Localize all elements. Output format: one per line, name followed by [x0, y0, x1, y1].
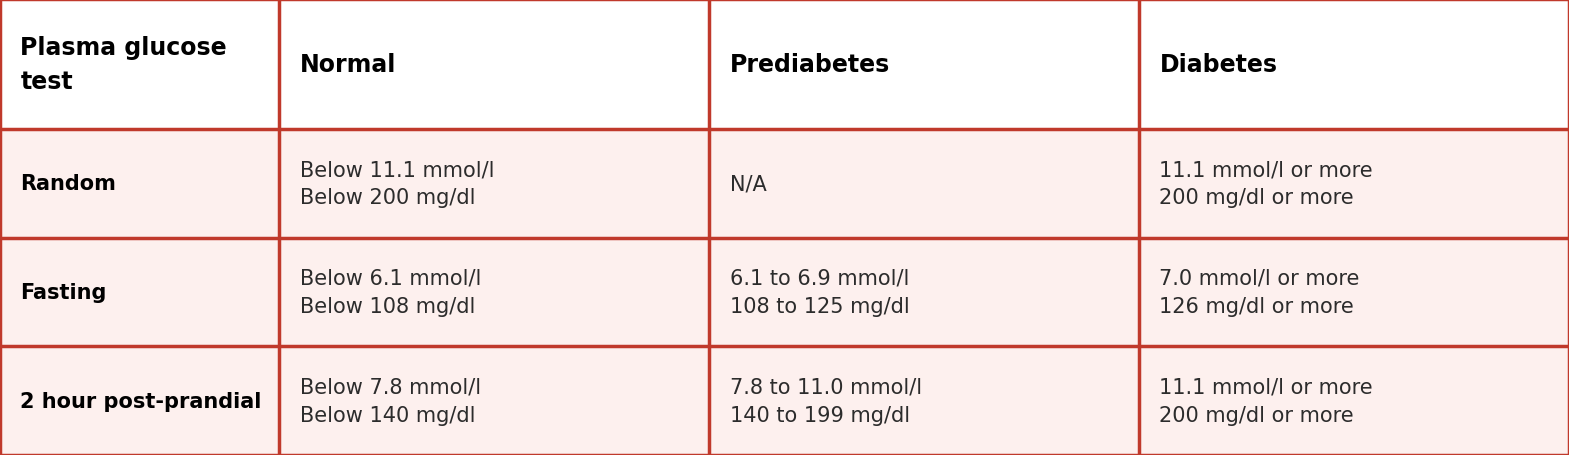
Bar — [279, 347, 709, 455]
Text: 7.0 mmol/l or more
126 mg/dl or more: 7.0 mmol/l or more 126 mg/dl or more — [1159, 268, 1360, 316]
Text: Normal: Normal — [300, 53, 395, 77]
Text: 6.1 to 6.9 mmol/l
108 to 125 mg/dl: 6.1 to 6.9 mmol/l 108 to 125 mg/dl — [730, 268, 910, 316]
Bar — [709, 0, 1139, 130]
Bar — [1139, 238, 1569, 347]
Bar — [0, 238, 279, 347]
Text: Below 11.1 mmol/l
Below 200 mg/dl: Below 11.1 mmol/l Below 200 mg/dl — [300, 160, 494, 208]
Bar — [0, 130, 279, 238]
Text: 11.1 mmol/l or more
200 mg/dl or more: 11.1 mmol/l or more 200 mg/dl or more — [1159, 160, 1373, 208]
Bar — [0, 0, 279, 130]
Text: Fasting: Fasting — [20, 283, 107, 302]
Text: N/A: N/A — [730, 174, 766, 194]
Text: Random: Random — [20, 174, 116, 194]
Text: Diabetes: Diabetes — [1159, 53, 1277, 77]
Text: Plasma glucose
test: Plasma glucose test — [20, 36, 228, 94]
Text: Below 6.1 mmol/l
Below 108 mg/dl: Below 6.1 mmol/l Below 108 mg/dl — [300, 268, 482, 316]
Text: 7.8 to 11.0 mmol/l
140 to 199 mg/dl: 7.8 to 11.0 mmol/l 140 to 199 mg/dl — [730, 377, 921, 425]
Bar — [709, 238, 1139, 347]
Bar — [279, 238, 709, 347]
Text: 2 hour post-prandial: 2 hour post-prandial — [20, 391, 262, 411]
Bar — [279, 0, 709, 130]
Bar — [279, 130, 709, 238]
Bar — [1139, 130, 1569, 238]
Bar — [709, 347, 1139, 455]
Bar — [1139, 347, 1569, 455]
Text: 11.1 mmol/l or more
200 mg/dl or more: 11.1 mmol/l or more 200 mg/dl or more — [1159, 377, 1373, 425]
Text: Prediabetes: Prediabetes — [730, 53, 890, 77]
Bar — [1139, 0, 1569, 130]
Bar — [0, 347, 279, 455]
Bar — [709, 130, 1139, 238]
Text: Below 7.8 mmol/l
Below 140 mg/dl: Below 7.8 mmol/l Below 140 mg/dl — [300, 377, 480, 425]
